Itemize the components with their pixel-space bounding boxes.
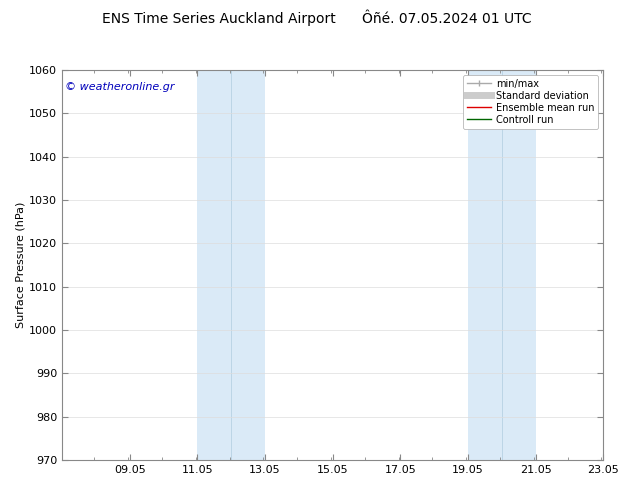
Bar: [197, 70, 265, 460]
Y-axis label: Surface Pressure (hPa): Surface Pressure (hPa): [15, 202, 25, 328]
Bar: [468, 70, 536, 460]
Text: © weatheronline.gr: © weatheronline.gr: [65, 82, 174, 92]
Text: ENS Time Series Auckland Airport      Ôñé. 07.05.2024 01 UTC: ENS Time Series Auckland Airport Ôñé. 07…: [102, 10, 532, 26]
Legend: min/max, Standard deviation, Ensemble mean run, Controll run: min/max, Standard deviation, Ensemble me…: [463, 75, 598, 128]
